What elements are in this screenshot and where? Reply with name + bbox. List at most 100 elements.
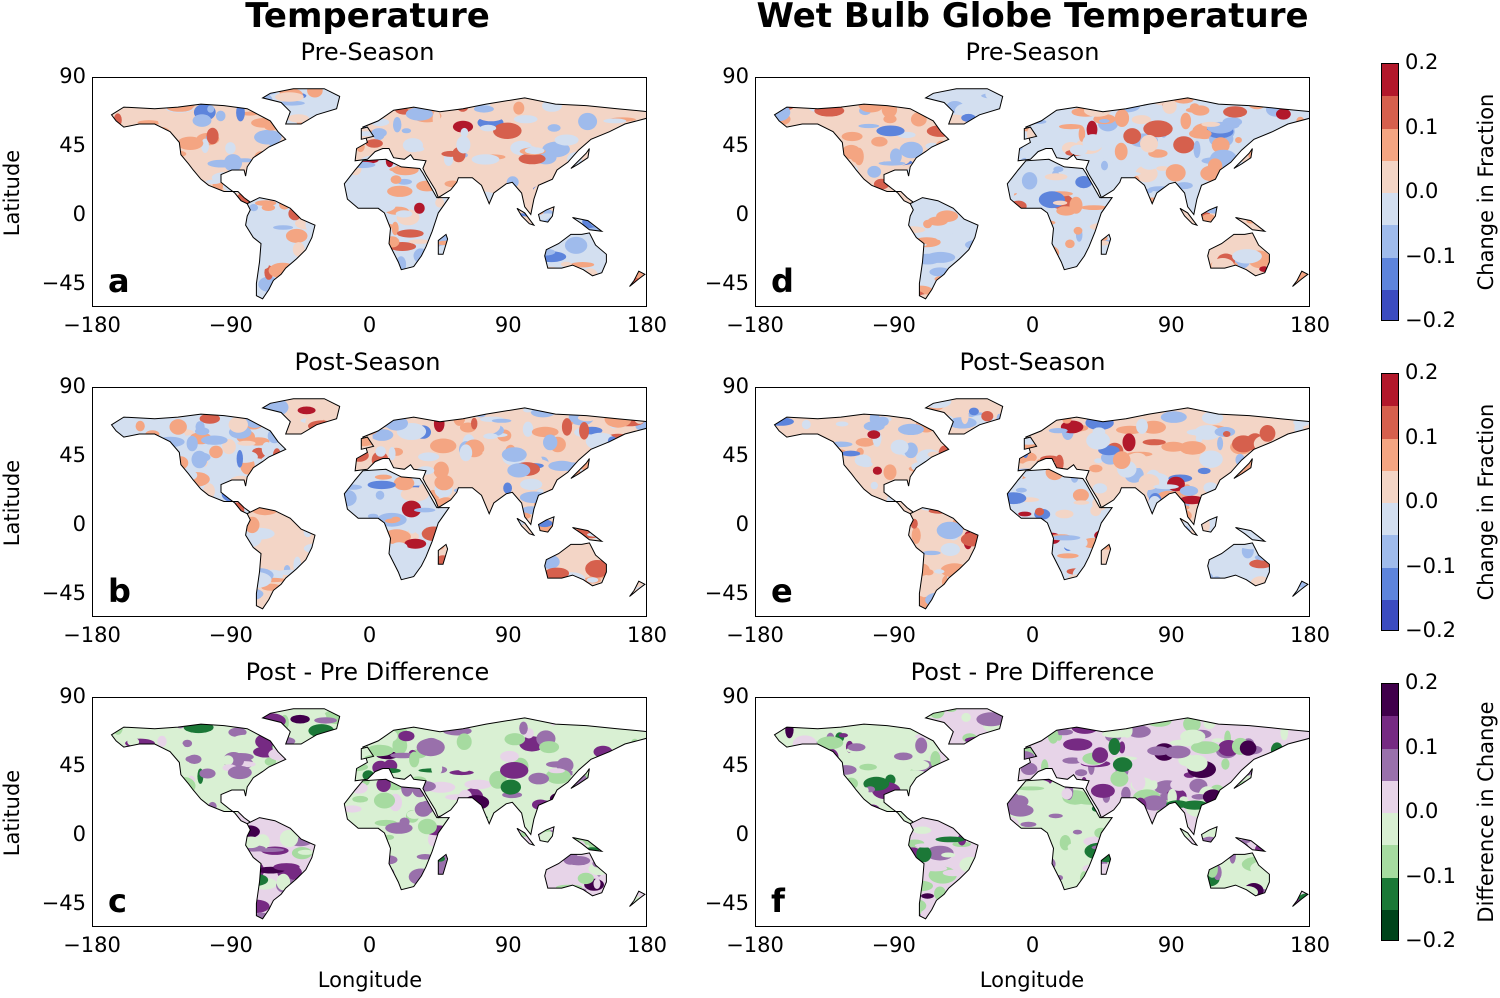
colorbar-label-diff: Difference in Change [1474,701,1498,923]
xtick-label: −180 [63,623,121,647]
field-newguinea [582,217,602,232]
coastline-newguinea [1235,837,1267,853]
panel-letter-c: c [108,882,127,920]
coastline-eurasia [354,407,646,526]
xtick-label: −180 [726,933,784,957]
coastline-borneo [1200,516,1218,533]
field-borneo [1201,826,1217,843]
xtick-label: −90 [871,313,916,337]
panel-title-a: Pre-Season [300,38,435,66]
ytick-label: 45 [722,443,749,467]
xtick-label: −90 [871,933,916,957]
coastline-sumatra [516,517,536,537]
ytick-label: 0 [72,512,86,536]
field-borneo [538,518,554,533]
coastline-africa [343,158,451,271]
ylabel-row-3: Latitude [0,769,24,857]
colorbar-tick-label: 0.1 [1405,114,1439,139]
column-title-wbgt: Wet Bulb Globe Temperature [756,0,1309,36]
colorbar-segment [1382,96,1398,129]
colorbar-segment [1382,684,1398,717]
field-sumatra [517,828,534,846]
coastline-samerica [245,197,316,300]
colorbar-tick-label: 0.2 [1405,360,1439,384]
colorbar-tick-label: 0.2 [1405,670,1439,694]
xlabel-left: Longitude [317,968,423,992]
coastline-uk [1023,436,1038,450]
coastline-nz [1292,580,1309,597]
coastline-namerica [110,103,287,205]
coastline-namerica [773,103,950,205]
coastline-nz [629,580,646,597]
land-africa [1007,779,1113,890]
land-namerica [111,104,286,204]
coastline-australia [544,542,607,587]
coastline-sumatra [1179,827,1199,847]
coastline-nz [629,890,646,907]
colorbar-segment [1382,716,1398,749]
colorbar-tick-label: 0.1 [1405,424,1439,449]
coastline-sumatra [516,827,536,847]
ytick-label: −45 [704,891,749,915]
ytick-label: −45 [704,581,749,605]
coastline-uk [360,746,375,760]
colorbar-segment [1382,877,1398,910]
coastline-sumatra [516,207,536,227]
ylabel-row-2: Latitude [0,459,24,547]
panel-title-b: Post-Season [294,348,441,376]
colorbar-segment [1382,599,1398,630]
coastline-africa [1006,158,1114,271]
ytick-label: 0 [72,822,86,846]
coastline-namerica [110,723,287,825]
coastline-greenland [261,88,341,125]
coastline-australia [544,232,607,277]
coastline-uk [360,126,375,140]
xtick-label: 0 [1025,933,1040,957]
coastline-eurasia [354,717,646,836]
map-panel-f [755,697,1310,927]
ytick-label: 0 [72,202,86,226]
colorbar-post [1381,373,1399,631]
xtick-label: 180 [626,623,668,647]
panel-title-f: Post - Pre Difference [910,658,1155,686]
colorbar-tick-label: −0.2 [1405,928,1456,952]
field-borneo [1201,206,1217,222]
colorbar-segment [1382,470,1398,503]
coastline-japan [1233,148,1253,169]
coastline-borneo [1200,826,1218,843]
coastline-sumatra [1179,517,1199,537]
xtick-label: −180 [726,313,784,337]
land-namerica [774,724,949,824]
coastline-greenland [924,88,1004,125]
xtick-label: 90 [1157,313,1185,337]
colorbar-tick-label: 0.2 [1405,50,1439,74]
xtick-label: −90 [208,313,253,337]
colorbar-segment [1382,503,1398,536]
coastline-africa [1006,468,1114,581]
coastline-australia [544,852,607,897]
coastline-greenland [261,398,341,435]
map-panel-e [755,387,1310,617]
coastline-japan [1233,458,1253,479]
coastline-madagascar [437,233,449,255]
coastline-greenland [261,708,341,745]
xtick-label: −180 [63,933,121,957]
coastline-samerica [908,507,979,610]
field-nz [1292,271,1308,287]
colorbar-segment [1382,257,1398,290]
land-japan [570,148,590,169]
colorbar-pre [1381,63,1399,321]
ytick-label: 45 [722,753,749,777]
ytick-label: 90 [722,684,749,708]
field-newguinea [1235,217,1265,232]
coastline-eurasia [1017,97,1309,216]
coastline-samerica [245,817,316,920]
ytick-label: 90 [722,374,749,398]
colorbar-segment [1382,813,1398,846]
colorbar-segment [1382,535,1398,568]
ytick-label: −45 [41,271,86,295]
coastline-greenland [924,398,1004,435]
xtick-label: 0 [362,933,377,957]
ytick-label: −45 [41,581,86,605]
ytick-label: 45 [59,443,86,467]
